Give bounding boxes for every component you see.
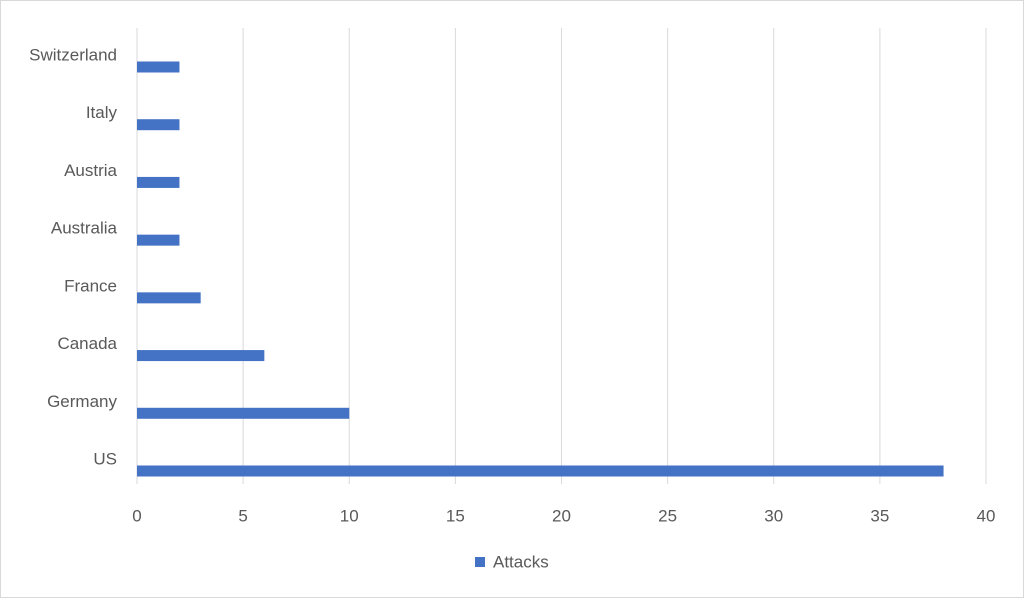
bar bbox=[137, 234, 180, 246]
y-tick-label: Switzerland bbox=[29, 45, 117, 64]
x-tick-label: 30 bbox=[764, 506, 783, 525]
x-tick-label: 40 bbox=[977, 506, 996, 525]
bar bbox=[137, 292, 201, 304]
bar bbox=[137, 407, 350, 419]
x-tick-label: 35 bbox=[870, 506, 889, 525]
x-tick-label: 5 bbox=[238, 506, 247, 525]
y-tick-label: Italy bbox=[86, 103, 118, 122]
y-tick-label: Austria bbox=[64, 161, 117, 180]
x-tick-label: 25 bbox=[658, 506, 677, 525]
bar bbox=[137, 176, 180, 188]
bar bbox=[137, 119, 180, 131]
y-tick-label: Canada bbox=[57, 334, 117, 353]
bar bbox=[137, 61, 180, 73]
legend-swatch bbox=[475, 557, 485, 567]
y-tick-label: US bbox=[93, 449, 117, 468]
y-tick-label: Germany bbox=[47, 392, 117, 411]
legend-label: Attacks bbox=[493, 552, 549, 571]
x-tick-label: 10 bbox=[340, 506, 359, 525]
y-tick-label: France bbox=[64, 276, 117, 295]
x-tick-label: 20 bbox=[552, 506, 571, 525]
x-tick-label: 0 bbox=[132, 506, 141, 525]
x-tick-label: 15 bbox=[446, 506, 465, 525]
y-tick-label: Australia bbox=[51, 219, 118, 238]
bar bbox=[137, 350, 265, 362]
bar bbox=[137, 465, 944, 477]
